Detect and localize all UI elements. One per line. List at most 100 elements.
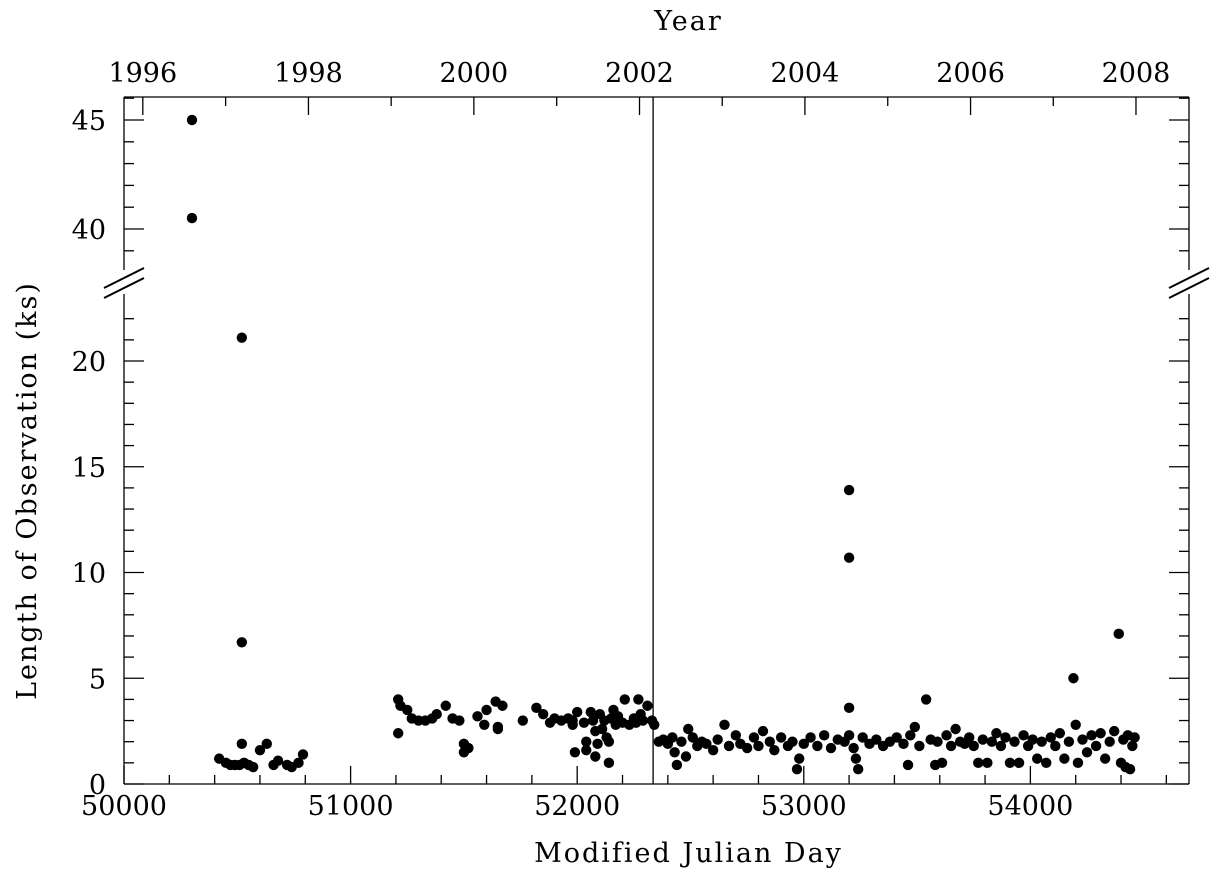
- data-point: [843, 702, 855, 714]
- data-point: [1018, 730, 1029, 741]
- axis-break-mark-right-1: [1168, 267, 1210, 289]
- data-point: [1000, 732, 1011, 743]
- data-point: [723, 740, 735, 752]
- data-point: [592, 738, 603, 750]
- data-point: [905, 730, 916, 741]
- data-point: [909, 721, 921, 733]
- data-point: [1104, 736, 1115, 747]
- data-point: [454, 715, 465, 726]
- data-point: [596, 723, 608, 735]
- data-point: [1109, 725, 1120, 737]
- data-point: [730, 730, 742, 741]
- data-point: [798, 738, 809, 750]
- data-point: [748, 732, 760, 743]
- data-point: [757, 725, 769, 737]
- data-point: [680, 751, 692, 762]
- y-tick-label: 15: [72, 453, 106, 484]
- data-point: [297, 749, 309, 760]
- data-point: [850, 753, 862, 764]
- data-point: [843, 552, 855, 563]
- x-tick-label: 50000: [81, 791, 167, 822]
- data-point: [857, 732, 868, 743]
- data-point: [1124, 763, 1136, 775]
- data-point: [578, 717, 590, 728]
- top-year-tick-label: 2006: [936, 58, 1005, 89]
- data-point: [637, 715, 649, 726]
- data-point: [687, 732, 698, 743]
- data-point: [1050, 740, 1061, 752]
- data-point: [945, 740, 957, 752]
- data-point: [402, 704, 413, 716]
- y-tick-label: 5: [89, 664, 106, 695]
- data-point: [1027, 734, 1038, 745]
- data-point: [941, 730, 952, 741]
- y-tick-label: 40: [72, 215, 106, 246]
- top-year-tick-label: 1996: [108, 58, 177, 89]
- data-point: [236, 332, 248, 343]
- data-point: [392, 728, 404, 739]
- data-point: [1127, 740, 1138, 752]
- data-point: [812, 740, 823, 752]
- data-point: [440, 700, 451, 711]
- data-point: [649, 719, 660, 730]
- data-point: [571, 706, 583, 718]
- data-point: [753, 740, 764, 752]
- data-point: [719, 719, 730, 730]
- data-point: [1070, 719, 1081, 730]
- data-point: [1113, 628, 1124, 640]
- data-point: [463, 742, 474, 754]
- data-point: [272, 755, 284, 766]
- data-point: [667, 732, 678, 743]
- data-point: [642, 700, 653, 711]
- data-point: [973, 757, 984, 769]
- data-point: [791, 763, 803, 775]
- data-point: [920, 694, 932, 705]
- data-point: [805, 732, 816, 743]
- data-point: [186, 212, 198, 224]
- data-point: [671, 759, 683, 771]
- data-point: [587, 715, 599, 726]
- top-year-tick-label: 2000: [440, 58, 509, 89]
- data-point: [818, 730, 830, 741]
- data-point: [1054, 728, 1066, 739]
- data-point: [843, 484, 855, 496]
- data-point: [1063, 736, 1075, 747]
- data-point: [1031, 753, 1043, 764]
- data-point: [707, 744, 719, 756]
- top-year-tick-label: 2002: [605, 58, 674, 89]
- data-point: [254, 744, 266, 756]
- data-point: [769, 744, 780, 756]
- data-point: [964, 732, 975, 743]
- data-point: [603, 736, 615, 747]
- data-point: [891, 732, 902, 743]
- x-tick-label: 51000: [308, 791, 394, 822]
- data-point: [247, 761, 259, 773]
- data-point: [775, 732, 787, 743]
- data-point: [1099, 753, 1111, 764]
- y-tick-label: 45: [72, 106, 106, 137]
- data-point: [676, 736, 687, 747]
- data-point: [472, 711, 483, 722]
- data-point: [1041, 757, 1052, 769]
- data-point: [1068, 673, 1079, 684]
- data-point: [633, 694, 644, 705]
- data-point: [517, 715, 529, 726]
- data-point: [186, 114, 198, 126]
- top-year-tick-label: 2004: [771, 58, 840, 89]
- data-point: [585, 706, 596, 718]
- data-point: [898, 738, 909, 750]
- data-point: [914, 740, 925, 752]
- data-point: [1045, 732, 1056, 743]
- data-point: [581, 744, 592, 756]
- data-point: [852, 763, 864, 775]
- x-tick-label: 52000: [534, 791, 620, 822]
- data-point: [669, 747, 680, 758]
- data-point: [986, 736, 998, 747]
- data-point: [794, 753, 805, 764]
- top-axis-title: Year: [653, 6, 722, 37]
- data-point: [848, 742, 859, 754]
- data-point: [481, 704, 492, 716]
- data-point: [1013, 757, 1025, 769]
- axis-break-mark-left-2: [103, 277, 145, 299]
